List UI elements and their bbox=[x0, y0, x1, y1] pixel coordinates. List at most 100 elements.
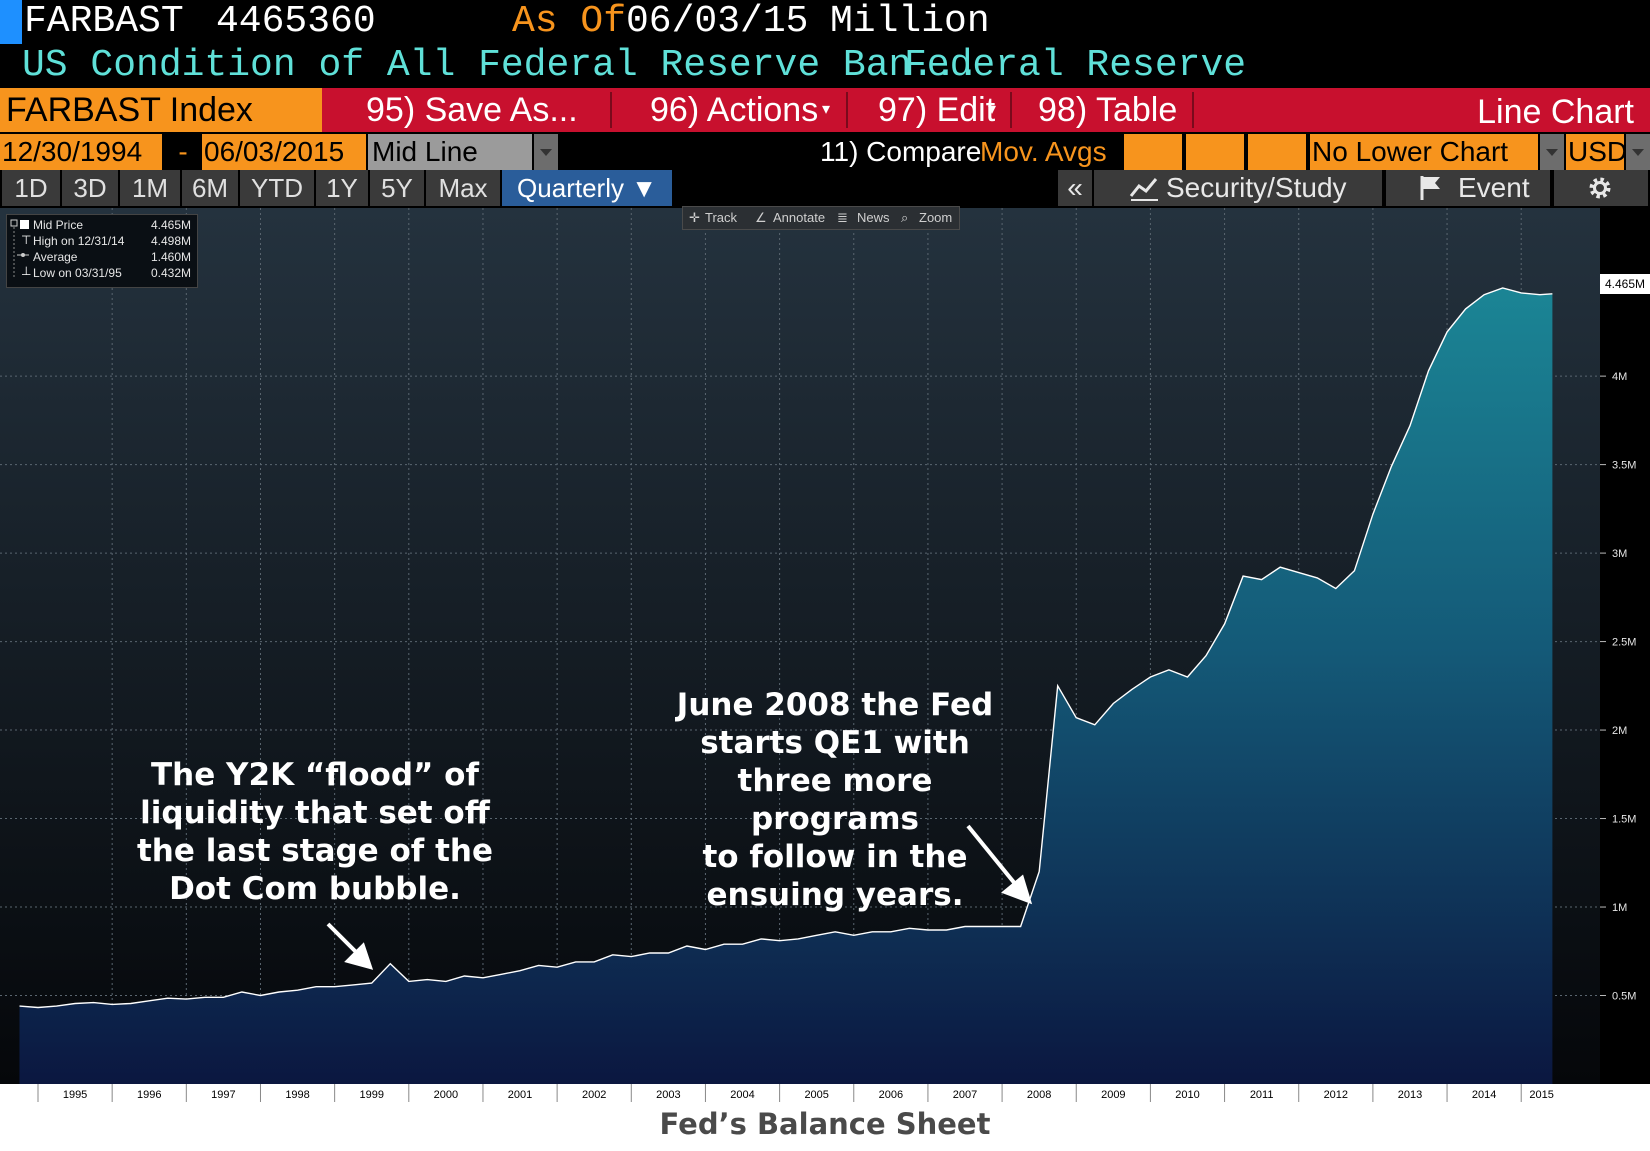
legend-high-label: High on 12/31/14 bbox=[33, 234, 125, 248]
start-date-field[interactable]: 12/30/1994 bbox=[0, 134, 162, 170]
lower-chart-dropdown-icon[interactable] bbox=[1540, 134, 1564, 170]
y-tick-label: 0.5M bbox=[1612, 991, 1636, 1003]
x-tick-label: 2000 bbox=[434, 1089, 458, 1101]
cursor-block bbox=[0, 0, 22, 44]
svg-text:⊥: ⊥ bbox=[21, 264, 31, 278]
collapse-icon[interactable]: « bbox=[1058, 170, 1092, 206]
security-study-button[interactable]: Security/Study bbox=[1094, 170, 1382, 206]
period-1m[interactable]: 1M bbox=[120, 170, 180, 206]
x-tick-label: 2011 bbox=[1250, 1089, 1274, 1101]
lower-chart-select[interactable]: No Lower Chart bbox=[1310, 134, 1538, 170]
as-of-date: 06/03/15 bbox=[626, 0, 809, 43]
period-6m[interactable]: 6M bbox=[182, 170, 238, 206]
bloomberg-terminal: FARBAST 4465360 As Of 06/03/15 Million U… bbox=[0, 0, 1650, 1102]
y-axis-panel bbox=[1600, 208, 1650, 1084]
period-max[interactable]: Max bbox=[426, 170, 500, 206]
compare-button[interactable]: 11) Compare bbox=[820, 136, 982, 167]
mov-avg-field-2[interactable] bbox=[1186, 134, 1244, 170]
legend-mid-price-value: 4.465M bbox=[150, 218, 191, 232]
period-1d[interactable]: 1D bbox=[2, 170, 60, 206]
y-tick-label: 1.5M bbox=[1612, 814, 1636, 826]
zoom-icon: ⌕ bbox=[901, 210, 909, 225]
event-button[interactable]: Event bbox=[1386, 170, 1550, 206]
event-label: Event bbox=[1458, 172, 1530, 203]
ticker: FARBAST bbox=[24, 0, 184, 43]
x-tick-label: 1995 bbox=[63, 1089, 87, 1101]
toolbar-divider bbox=[1010, 92, 1012, 128]
line-mode-select[interactable]: Mid Line bbox=[368, 134, 532, 170]
x-tick-label: 2009 bbox=[1101, 1089, 1125, 1101]
toolbar-divider bbox=[610, 92, 612, 128]
chart-line-icon bbox=[1129, 178, 1158, 201]
x-tick-label: 2006 bbox=[879, 1089, 903, 1101]
as-of-label: As Of bbox=[512, 0, 627, 43]
legend-low-value: 0.432M bbox=[150, 266, 191, 280]
table-button[interactable]: 98) Table bbox=[1038, 91, 1178, 129]
function-toolbar: FARBAST Index 95) Save As... 96) Actions… bbox=[0, 88, 1650, 132]
balance-sheet-chart[interactable]: 0.5M 1M 1.5M 2M 2.5M 3M 3.5M 4M 1995 1996 1997 1998… bbox=[0, 208, 1650, 1102]
currency-select[interactable]: USD bbox=[1566, 134, 1627, 170]
x-tick-label: 2005 bbox=[804, 1089, 828, 1101]
x-tick-label: 2002 bbox=[582, 1089, 606, 1101]
zoom-button[interactable]: Zoom bbox=[919, 210, 953, 225]
svg-text:⊤: ⊤ bbox=[21, 233, 31, 247]
edit-button[interactable]: 97) Edit bbox=[878, 91, 996, 129]
period-5y[interactable]: 5Y bbox=[370, 170, 424, 206]
x-tick-label: 2014 bbox=[1472, 1089, 1496, 1101]
mov-avg-field-3[interactable] bbox=[1248, 134, 1306, 170]
units: Million bbox=[830, 0, 990, 43]
legend-low-label: Low on 03/31/95 bbox=[33, 266, 122, 280]
chart-area[interactable]: 0.5M 1M 1.5M 2M 2.5M 3M 3.5M 4M 1995 1996 1997 1998… bbox=[0, 208, 1650, 1102]
date-separator: - bbox=[178, 136, 188, 167]
y-tick-label: 4M bbox=[1612, 371, 1627, 383]
x-tick-label: 1998 bbox=[285, 1089, 309, 1101]
date-range-row: 12/30/1994 - 06/03/2015 Mid Line 11) Com… bbox=[0, 134, 1650, 170]
mov-avg-field-1[interactable] bbox=[1124, 134, 1182, 170]
x-tick-label: 2010 bbox=[1175, 1089, 1199, 1101]
flag-icon bbox=[1420, 176, 1440, 200]
x-tick-label: 2013 bbox=[1398, 1089, 1422, 1101]
actions-dropdown-icon[interactable]: ▾ bbox=[822, 101, 831, 118]
edit-dropdown-icon[interactable]: ▾ bbox=[988, 101, 997, 118]
legend-average-value: 1.460M bbox=[150, 250, 191, 264]
index-label: FARBAST Index bbox=[0, 88, 322, 132]
end-date-field[interactable]: 06/03/2015 bbox=[202, 134, 366, 170]
legend-markers-icon: ⊤ ⊥ bbox=[10, 219, 31, 279]
chart-type-label[interactable]: Line Chart bbox=[1477, 93, 1634, 131]
news-button[interactable]: News bbox=[857, 210, 890, 225]
period-1y[interactable]: 1Y bbox=[316, 170, 368, 206]
last-value-tag: 4.465M bbox=[1600, 274, 1650, 294]
x-tick-label: 2004 bbox=[730, 1089, 754, 1101]
y-tick-label: 2.5M bbox=[1612, 637, 1636, 649]
y-tick-label: 2M bbox=[1612, 725, 1627, 737]
x-tick-label: 2015 bbox=[1529, 1089, 1553, 1101]
moving-averages-button[interactable]: Mov. Avgs bbox=[980, 136, 1107, 167]
toolbar-divider bbox=[1192, 92, 1194, 128]
y2k-annotation: The Y2K “flood” of liquidity that set of… bbox=[136, 757, 493, 907]
x-tick-label: 2012 bbox=[1324, 1089, 1348, 1101]
annotate-button[interactable]: Annotate bbox=[773, 210, 826, 225]
figure-caption: Fed’s Balance Sheet bbox=[659, 1107, 991, 1141]
period-3d[interactable]: 3D bbox=[62, 170, 118, 206]
period-toolbar: 1D 3D 1M 6M YTD 1Y 5Y Max Quarterly ▼ « … bbox=[0, 170, 1650, 208]
track-button[interactable]: Track bbox=[705, 210, 738, 225]
qe1-annotation: June 2008 the Fed starts QE1 with three … bbox=[676, 687, 994, 913]
period-ytd[interactable]: YTD bbox=[240, 170, 314, 206]
news-icon: ≣ bbox=[837, 210, 848, 225]
currency-dropdown-icon[interactable] bbox=[1626, 134, 1650, 170]
x-tick-label: 2003 bbox=[656, 1089, 680, 1101]
y-tick-label: 3M bbox=[1612, 548, 1627, 560]
chart-tools-bar: ✛ Track ∠ Annotate ≣ News ⌕ Zoom bbox=[682, 206, 960, 230]
data-source: Federal Reserve bbox=[904, 44, 1247, 87]
x-tick-label: 2007 bbox=[953, 1089, 977, 1101]
x-tick-label: 1997 bbox=[211, 1089, 235, 1101]
period-quarterly[interactable]: Quarterly ▼ bbox=[502, 170, 672, 206]
legend-high-value: 4.498M bbox=[150, 234, 191, 248]
save-as-button[interactable]: 95) Save As... bbox=[366, 91, 578, 129]
actions-button[interactable]: 96) Actions bbox=[650, 91, 819, 129]
line-mode-dropdown-icon[interactable] bbox=[534, 134, 558, 170]
settings-button[interactable] bbox=[1554, 170, 1648, 206]
security-description: US Condition of All Federal Reserve Ban.… bbox=[22, 44, 980, 87]
gear-icon bbox=[1589, 177, 1611, 199]
legend-average-label: Average bbox=[33, 250, 78, 264]
